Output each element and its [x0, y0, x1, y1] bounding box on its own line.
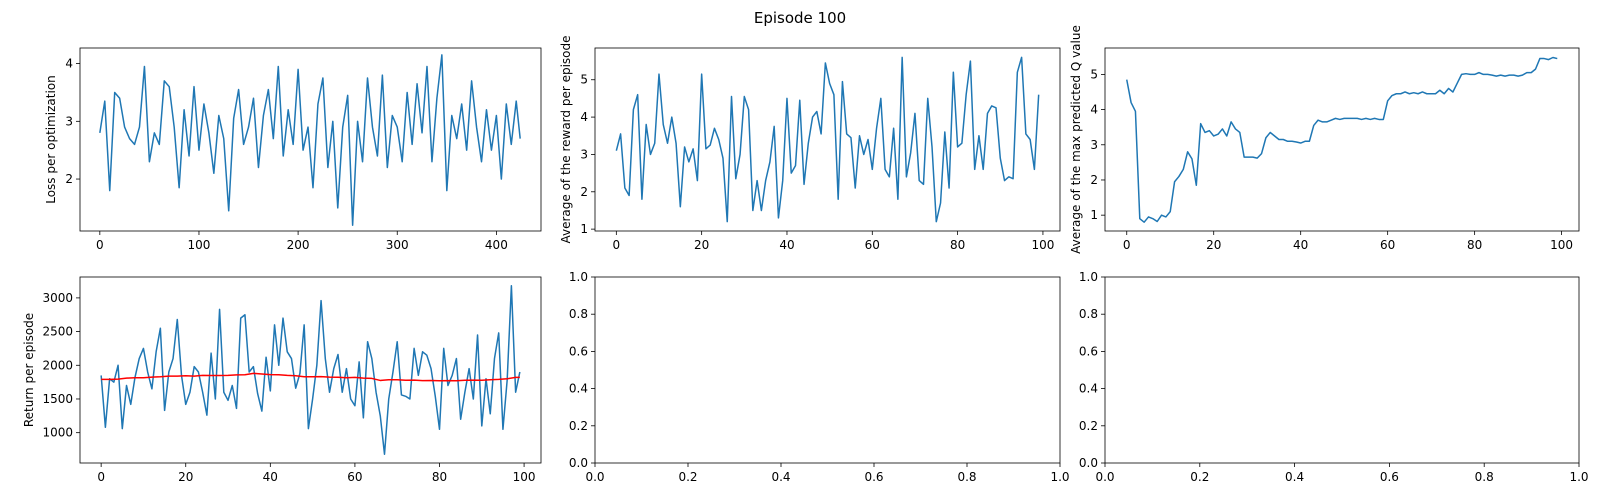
x-tick-label: 100 [1031, 238, 1054, 252]
axes-frame [79, 47, 542, 232]
x-tick-label: 1.0 [1569, 470, 1588, 484]
y-tick-label: 3000 [42, 291, 73, 305]
series-line-loss [99, 54, 521, 226]
y-tick-label: 2 [65, 172, 73, 186]
series-line-q [1126, 56, 1558, 223]
x-tick-label: 0.6 [1380, 470, 1399, 484]
y-axis-label: Return per episode [22, 313, 36, 427]
y-tick-label: 1.0 [569, 270, 588, 284]
axes-frame [79, 276, 542, 464]
y-axis-label: Average of the max predicted Q value [1069, 25, 1083, 254]
x-tick-label: 0.2 [1190, 470, 1209, 484]
series-line-mean [101, 372, 520, 382]
y-tick-label: 0.6 [1079, 344, 1098, 358]
y-tick-label: 2 [1090, 173, 1098, 187]
x-tick-label: 40 [1293, 238, 1308, 252]
x-tick-label: 0 [613, 238, 621, 252]
y-tick-label: 4 [1090, 103, 1098, 117]
y-tick-label: 1 [580, 222, 588, 236]
x-tick-label: 80 [1467, 238, 1482, 252]
x-tick-label: 400 [485, 238, 508, 252]
y-tick-label: 3 [1090, 138, 1098, 152]
x-tick-label: 0.8 [1475, 470, 1494, 484]
axes-frame [594, 47, 1061, 232]
y-axis-label: Loss per optimization [44, 75, 58, 204]
axes-return: 0 20 40 60 80 100 1000 1500 2000 2500 3000 Return p… [22, 276, 542, 484]
y-axis-label: Average of the reward per episode [559, 35, 573, 243]
x-tick-label: 0 [96, 238, 104, 252]
figure-title: Episode 100 [754, 9, 846, 27]
axes-frame [1104, 47, 1580, 232]
y-tick-label: 0.4 [1079, 382, 1098, 396]
y-tick-label: 0.0 [569, 456, 588, 470]
x-tick-label: 20 [694, 238, 709, 252]
axes-qvalue: 0 20 40 60 80 100 1 2 3 4 5 Average of the max pred… [1069, 25, 1580, 254]
x-tick-label: 0.4 [1285, 470, 1304, 484]
x-tick-label: 80 [950, 238, 965, 252]
x-tick-label: 0 [97, 470, 105, 484]
y-tick-label: 5 [1090, 67, 1098, 81]
axes-empty1: 0.0 0.2 0.4 0.6 0.8 1.0 0.0 0.2 0.4 0.6 0.8 1.0 [569, 270, 1070, 484]
x-tick-label: 300 [386, 238, 409, 252]
x-tick-label: 0.6 [864, 470, 883, 484]
y-tick-label: 3 [580, 147, 588, 161]
y-tick-label: 1.0 [1079, 270, 1098, 284]
x-tick-label: 60 [1380, 238, 1395, 252]
x-tick-label: 20 [1206, 238, 1221, 252]
y-tick-label: 5 [580, 73, 588, 87]
series-line-reward [615, 56, 1040, 223]
x-tick-label: 0.0 [585, 470, 604, 484]
x-tick-label: 0 [1123, 238, 1131, 252]
y-tick-label: 0.0 [1079, 456, 1098, 470]
x-tick-label: 0.4 [771, 470, 790, 484]
x-tick-label: 0.0 [1095, 470, 1114, 484]
y-tick-label: 0.6 [569, 344, 588, 358]
axes-empty2: 0.0 0.2 0.4 0.6 0.8 1.0 0.0 0.2 0.4 0.6 0.8 1.0 [1079, 270, 1589, 484]
y-tick-label: 0.2 [569, 419, 588, 433]
axes-loss: 0 100 200 300 400 2 3 4 Loss per optimization [44, 47, 542, 252]
x-tick-label: 60 [347, 470, 362, 484]
axes-reward: 0 20 40 60 80 100 1 2 3 4 5 Average of the reward p… [559, 35, 1061, 252]
x-tick-label: 100 [188, 238, 211, 252]
x-tick-label: 40 [263, 470, 278, 484]
x-tick-label: 0.2 [678, 470, 697, 484]
y-tick-label: 1500 [42, 392, 73, 406]
x-tick-label: 80 [432, 470, 447, 484]
y-tick-label: 4 [65, 57, 73, 71]
x-tick-label: 100 [513, 470, 536, 484]
x-tick-label: 20 [178, 470, 193, 484]
x-tick-label: 40 [779, 238, 794, 252]
x-tick-label: 0.8 [957, 470, 976, 484]
y-tick-label: 0.8 [1079, 307, 1098, 321]
y-tick-label: 2 [580, 185, 588, 199]
y-tick-label: 4 [580, 110, 588, 124]
x-tick-label: 60 [865, 238, 880, 252]
y-tick-label: 2000 [42, 358, 73, 372]
axes-frame [594, 276, 1061, 464]
x-tick-label: 100 [1550, 238, 1573, 252]
x-tick-label: 1.0 [1050, 470, 1069, 484]
x-tick-label: 200 [287, 238, 310, 252]
y-tick-label: 1000 [42, 426, 73, 440]
y-tick-label: 2500 [42, 325, 73, 339]
axes-frame [1104, 276, 1580, 464]
y-tick-label: 0.2 [1079, 419, 1098, 433]
y-tick-label: 0.8 [569, 307, 588, 321]
y-tick-label: 1 [1090, 208, 1098, 222]
y-tick-label: 3 [65, 114, 73, 128]
y-tick-label: 0.4 [569, 382, 588, 396]
